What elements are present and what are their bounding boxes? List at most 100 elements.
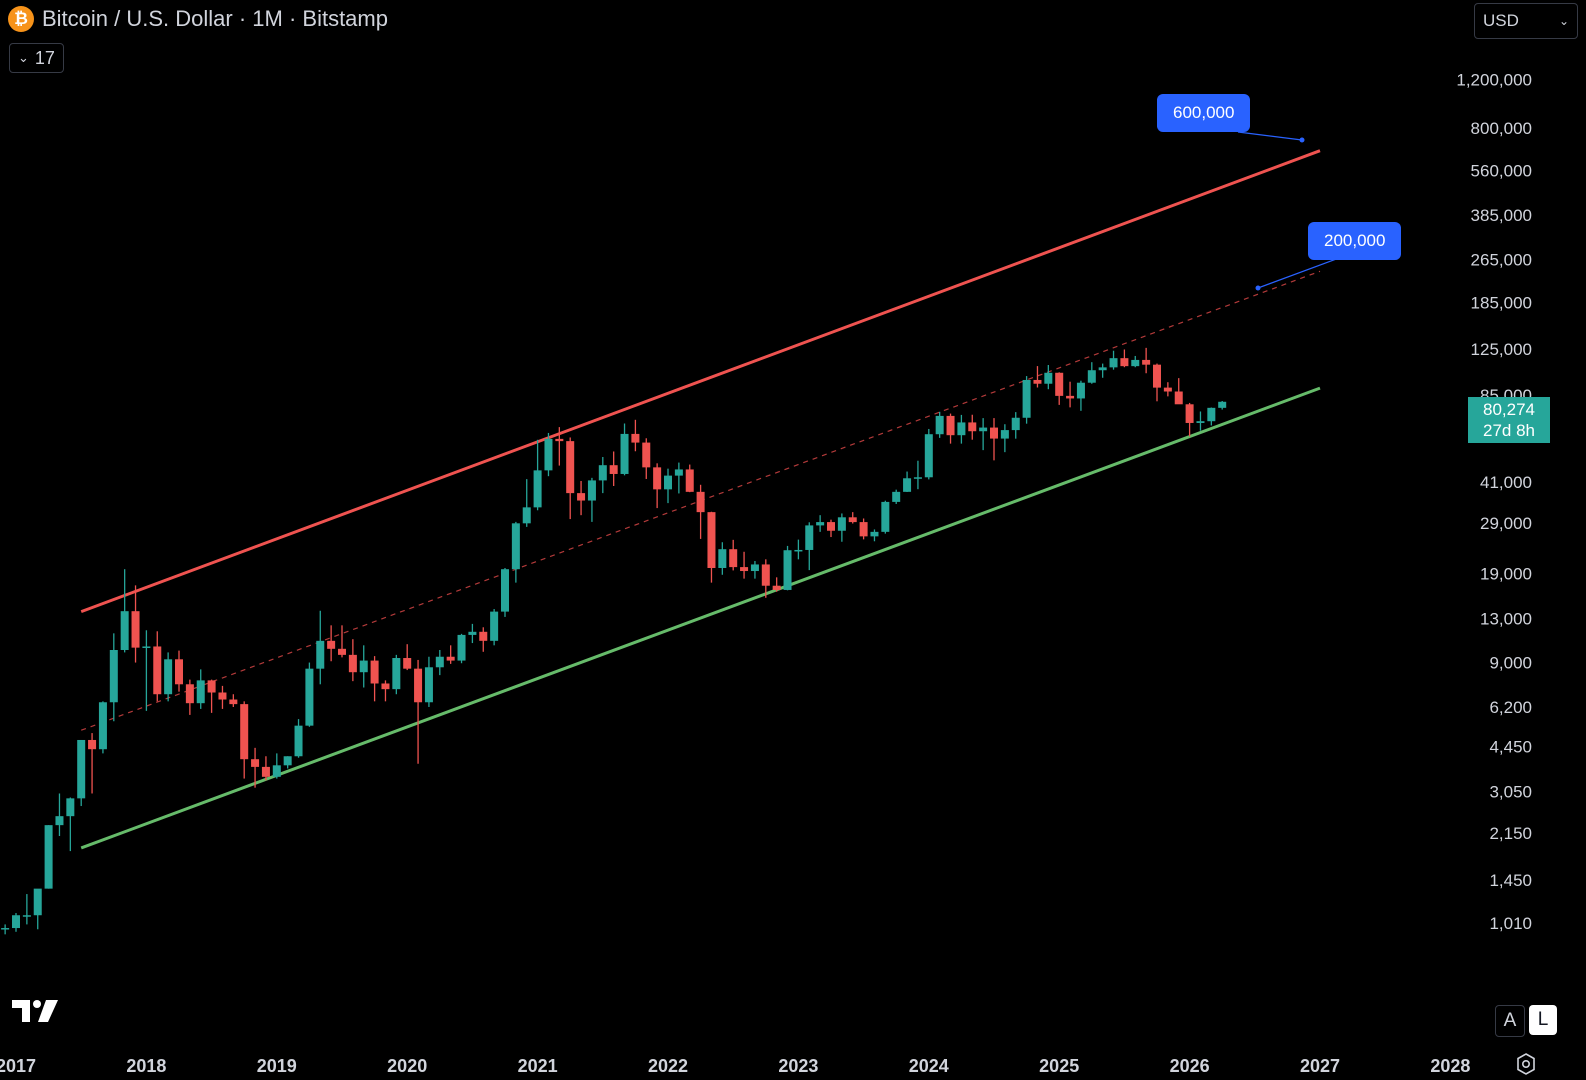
x-axis-label: 2027 [1300,1056,1340,1076]
candle-body [381,683,390,690]
candle-body [544,438,553,471]
candle-body [1044,372,1053,384]
tradingview-logo[interactable] [12,998,58,1024]
auto-scale-button[interactable]: A [1495,1005,1525,1037]
candle-body [283,756,292,766]
candle-body [414,668,423,703]
candle-body [631,433,640,443]
chevron-down-icon: ⌄ [1558,14,1569,28]
candle-body [316,640,325,669]
candle-body [653,467,662,490]
candle-body [1033,379,1042,384]
x-axis-label: 2024 [909,1056,949,1076]
currency-select[interactable]: USD ⌄ [1474,3,1578,39]
candle-body [1131,359,1140,367]
candle-body [924,434,933,478]
candle-body [729,549,738,568]
candle-body [1098,367,1107,371]
candle-body [979,427,988,432]
candle-body [240,704,249,760]
candle-body [1142,359,1151,365]
candle-body [816,522,825,526]
candle-body [109,650,118,703]
candle-body [903,478,912,492]
candle-body [555,438,564,442]
candle-body [229,699,238,705]
bar-countdown: 27d 8h [1483,421,1535,440]
candle-body [175,659,183,685]
candle-body [664,475,672,490]
x-axis-label: 2019 [257,1056,297,1076]
candle-body [338,648,346,655]
note-anchor-point [1255,285,1261,291]
candle-body [77,739,86,799]
candle-body [479,631,488,641]
candle-body [12,915,20,929]
candle-body [772,585,781,590]
candle-body [881,501,890,532]
candle-body [164,659,173,695]
candle-body [859,522,868,537]
y-axis-label: 3,050 [1489,783,1532,802]
candle-body [348,654,357,673]
price-note-600k[interactable]: 600,000 [1157,94,1251,132]
candle-body [457,634,466,661]
candle-body [1218,401,1227,408]
y-axis-label: 6,200 [1489,698,1532,717]
candle-body [251,759,260,767]
candle-body [598,465,607,481]
log-scale-button[interactable]: L [1529,1005,1557,1035]
y-axis-label: 800,000 [1471,119,1532,138]
candle-body [783,550,792,590]
candle-body [44,825,53,889]
candle-body [750,564,759,572]
note-label: 600,000 [1173,103,1235,122]
candle-body [566,441,575,494]
candle-body [577,493,586,501]
x-axis-label: 2022 [648,1056,688,1076]
y-axis-label: 560,000 [1471,161,1532,180]
y-axis-label: 1,200,000 [1456,70,1532,89]
candle-body [718,549,727,568]
candle-body [131,611,140,648]
candle-body [620,433,629,474]
gear-icon[interactable] [1514,1052,1538,1076]
candle-body [272,765,281,777]
symbol-title[interactable]: Bitcoin / U.S. Dollar · 1M · Bitstamp [42,6,388,31]
candle-body [22,915,31,917]
candle-body [1207,407,1216,422]
candle-body [207,680,216,693]
candle-body [468,631,477,635]
x-axis-label: 2028 [1430,1056,1470,1076]
last-price: 80,274 [1483,400,1535,419]
x-axis-label: 2021 [518,1056,558,1076]
indicators-toggle[interactable]: ⌄ 17 [9,43,64,73]
candle-body [446,656,455,661]
candle-body [1000,430,1009,439]
y-axis-label: 125,000 [1471,340,1532,359]
y-axis-label: 1,010 [1489,914,1532,933]
indicator-count: 17 [34,47,55,68]
candle-body [707,512,716,568]
candle-body [359,660,368,673]
note-connector [1237,131,1303,141]
x-axis-label: 2023 [778,1056,818,1076]
candle-body [1076,382,1085,399]
x-axis-label: 2026 [1170,1056,1210,1076]
candle-body [501,569,509,612]
candle-body [522,507,531,524]
y-axis-label: 19,000 [1480,565,1532,584]
candle-body [892,491,901,502]
candle-body [642,442,651,468]
auto-label: A [1503,1010,1517,1031]
candle-body [761,564,770,586]
candle-body [1109,358,1118,368]
candle-body [98,702,107,750]
candle-body [740,567,749,572]
price-note-200k[interactable]: 200,000 [1308,222,1402,260]
candle-body [153,646,162,695]
candle-body [848,517,857,523]
candle-body [88,739,97,750]
candle-body [685,469,694,492]
